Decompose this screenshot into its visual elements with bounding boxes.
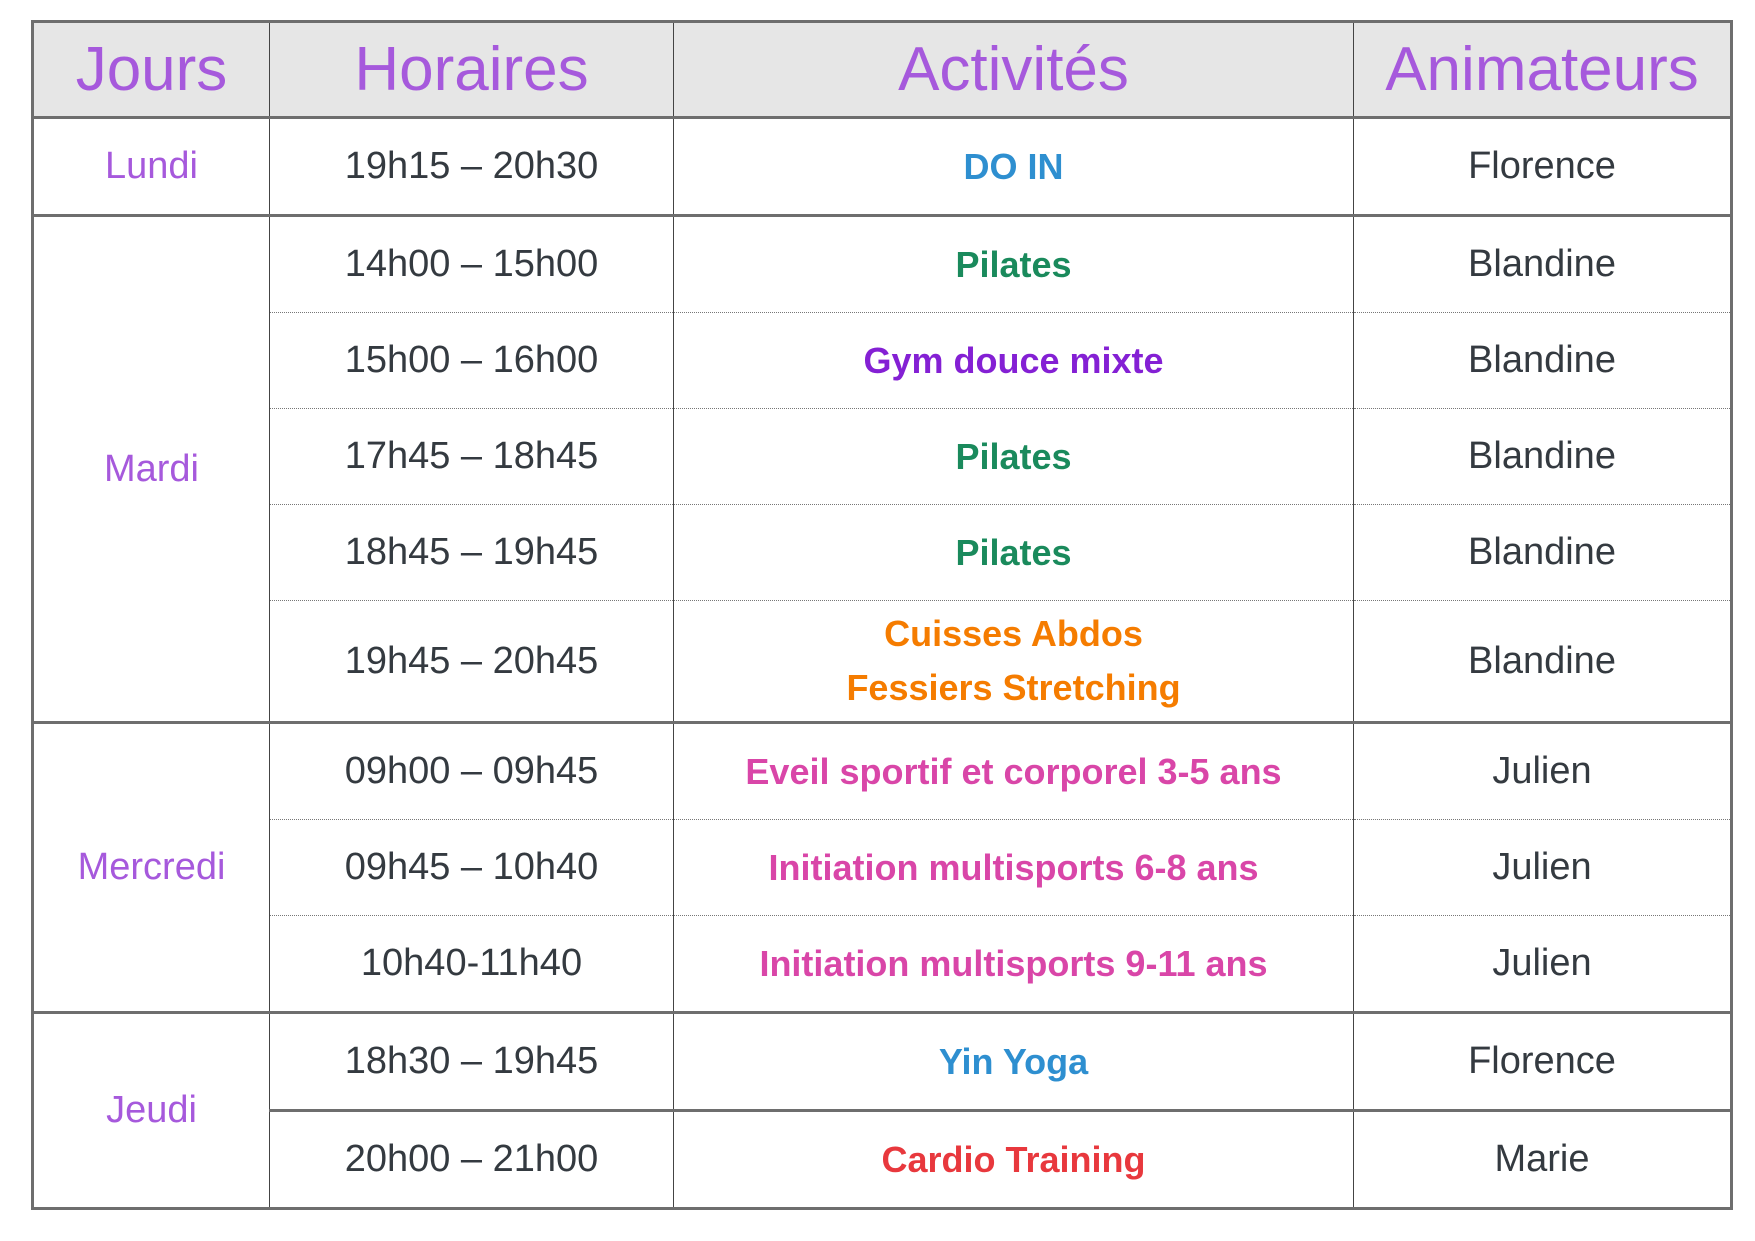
time-cell: 10h40-11h40 (269, 915, 674, 1013)
table-row: 17h45 – 18h45 Pilates Blandine (33, 408, 1732, 505)
time-cell: 19h15 – 20h30 (269, 116, 674, 216)
header-horaires: Horaires (269, 21, 674, 119)
day-cell: Mardi (32, 214, 270, 723)
instructor-cell: Florence (1353, 116, 1732, 216)
activity-cell: Gym douce mixte (673, 312, 1354, 409)
time-cell: 14h00 – 15h00 (269, 214, 674, 313)
instructor-cell: Florence (1353, 1011, 1732, 1111)
table-row: 20h00 – 21h00 Cardio Training Marie (33, 1109, 1732, 1209)
activity-cell: Pilates (673, 504, 1354, 601)
table-row: 19h45 – 20h45 Cuisses Abdos Fessiers Stre… (33, 600, 1732, 723)
instructor-cell: Blandine (1353, 600, 1732, 723)
time-cell: 20h00 – 21h00 (269, 1109, 674, 1209)
time-cell: 09h45 – 10h40 (269, 819, 674, 916)
activity-cell: Pilates (673, 214, 1354, 313)
activity-cell: Initiation multisports 6-8 ans (673, 819, 1354, 916)
activity-cell: Eveil sportif et corporel 3-5 ans (673, 721, 1354, 820)
day-cell: Jeudi (32, 1011, 270, 1209)
header-jours: Jours (32, 21, 270, 119)
header-activites: Activités (673, 21, 1354, 119)
instructor-cell: Blandine (1353, 408, 1732, 505)
table-row: Mercredi 09h00 – 09h45 Eveil sportif et co… (32, 721, 1732, 1013)
instructor-cell: Marie (1353, 1109, 1732, 1209)
instructor-cell: Blandine (1353, 312, 1732, 409)
time-cell: 09h00 – 09h45 (269, 721, 674, 820)
instructor-cell: Blandine (1353, 504, 1732, 601)
instructor-cell: Julien (1353, 915, 1732, 1013)
day-cell: Mercredi (32, 721, 270, 1013)
header-animateurs: Animateurs (1353, 21, 1732, 119)
table-row: 10h40-11h40 Initiation multisports 9-11 a… (33, 915, 1732, 1013)
activity-cell: DO IN (673, 116, 1354, 216)
activity-cell: Initiation multisports 9-11 ans (673, 915, 1354, 1013)
table-row: Lundi 19h15 – 20h30 DO IN Florence (32, 116, 1732, 216)
time-cell: 15h00 – 16h00 (269, 312, 674, 409)
instructor-cell: Blandine (1353, 214, 1732, 313)
schedule-table: Jours Horaires Activités Animateurs Lund… (31, 20, 1733, 1210)
activity-cell: Pilates (673, 408, 1354, 505)
activity-cell: Yin Yoga (673, 1011, 1354, 1111)
instructor-cell: Julien (1353, 819, 1732, 916)
day-cell: Lundi (32, 116, 270, 216)
activity-cell: Cuisses Abdos Fessiers Stretching (673, 600, 1354, 723)
header-row: Jours Horaires Activités Animateurs (32, 21, 1732, 119)
table-row: Mardi 14h00 – 15h00 Pilates Blandine (32, 214, 1732, 723)
table-row: 18h45 – 19h45 Pilates Blandine (33, 504, 1732, 601)
time-cell: 17h45 – 18h45 (269, 408, 674, 505)
instructor-cell: Julien (1353, 721, 1732, 820)
table-row: Jeudi 18h30 – 19h45 Yin Yoga Florence (32, 1011, 1732, 1209)
table-row: 09h45 – 10h40 Initiation multisports 6-8 … (33, 819, 1732, 916)
time-cell: 18h30 – 19h45 (269, 1011, 674, 1111)
activity-cell: Cardio Training (673, 1109, 1354, 1209)
time-cell: 19h45 – 20h45 (269, 600, 674, 723)
table-row: 15h00 – 16h00 Gym douce mixte Blandine (33, 312, 1732, 409)
time-cell: 18h45 – 19h45 (269, 504, 674, 601)
